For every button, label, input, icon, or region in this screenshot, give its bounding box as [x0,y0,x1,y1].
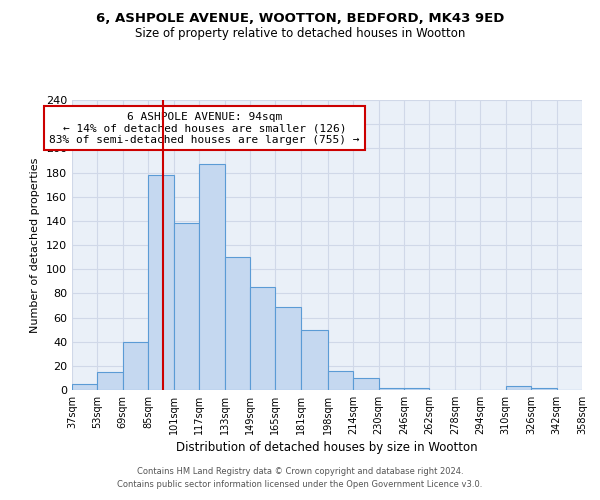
X-axis label: Distribution of detached houses by size in Wootton: Distribution of detached houses by size … [176,441,478,454]
Bar [353,378,379,390]
Text: Size of property relative to detached houses in Wootton: Size of property relative to detached ho… [135,28,465,40]
Text: 6 ASHPOLE AVENUE: 94sqm
← 14% of detached houses are smaller (126)
83% of semi-d: 6 ASHPOLE AVENUE: 94sqm ← 14% of detache… [49,112,360,145]
Bar [199,164,224,390]
Bar [250,288,275,390]
Bar [97,372,123,390]
Text: Contains HM Land Registry data © Crown copyright and database right 2024.: Contains HM Land Registry data © Crown c… [137,467,463,476]
Bar [328,370,353,390]
Bar [123,342,148,390]
Bar [531,388,557,390]
Bar [301,330,328,390]
Bar [224,257,250,390]
Bar [173,223,199,390]
Y-axis label: Number of detached properties: Number of detached properties [31,158,40,332]
Bar [148,175,173,390]
Bar [506,386,531,390]
Bar [72,384,97,390]
Text: Contains public sector information licensed under the Open Government Licence v3: Contains public sector information licen… [118,480,482,489]
Text: 6, ASHPOLE AVENUE, WOOTTON, BEDFORD, MK43 9ED: 6, ASHPOLE AVENUE, WOOTTON, BEDFORD, MK4… [96,12,504,26]
Bar [379,388,404,390]
Bar [404,388,430,390]
Bar [275,306,301,390]
